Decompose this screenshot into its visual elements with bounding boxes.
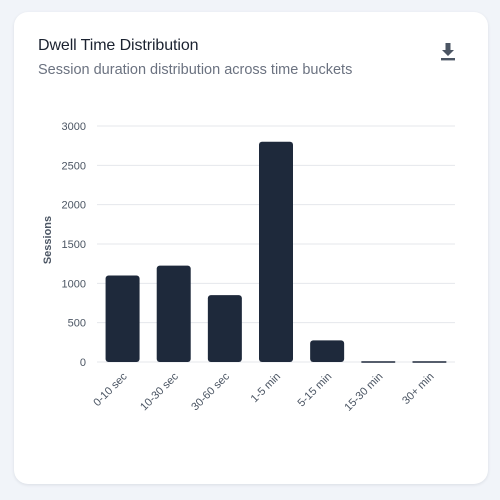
y-axis-title: Sessions — [42, 216, 54, 264]
y-tick-label: 500 — [68, 318, 86, 330]
bar[interactable] — [105, 275, 140, 362]
bar[interactable] — [207, 295, 242, 362]
y-tick-label: 1500 — [62, 239, 86, 251]
y-tick-label: 3000 — [62, 121, 86, 133]
chart-subtitle: Session duration distribution across tim… — [38, 62, 353, 78]
x-tick-label: 30-60 sec — [189, 370, 232, 413]
download-icon — [441, 43, 455, 61]
y-axis-ticks: 0 500 1000 1500 2000 2500 3000 — [62, 121, 86, 369]
x-tick-label: 1-5 min — [249, 371, 283, 405]
bar[interactable] — [310, 340, 345, 362]
bar[interactable] — [361, 361, 396, 363]
x-tick-label: 15-30 min — [342, 371, 385, 414]
bar[interactable] — [259, 141, 293, 362]
bar[interactable] — [412, 361, 447, 363]
x-tick-label: 30+ min — [400, 371, 436, 407]
x-axis-ticks: 0-10 sec 10-30 sec 30-60 sec 1-5 min 5-15 mi… — [91, 370, 436, 413]
x-tick-label: 5-15 min — [296, 371, 335, 410]
chart-card: Dwell Time Distribution Session duration… — [14, 12, 488, 484]
bar[interactable] — [156, 265, 191, 362]
x-tick-label: 0-10 sec — [91, 370, 130, 409]
bars — [105, 141, 447, 363]
y-tick-label: 2500 — [62, 160, 86, 172]
chart-title: Dwell Time Distribution — [38, 37, 199, 54]
download-button[interactable] — [436, 40, 460, 64]
y-tick-label: 2000 — [62, 200, 86, 212]
y-tick-label: 1000 — [62, 278, 86, 290]
x-tick-label: 10-30 sec — [138, 370, 181, 413]
y-tick-label: 0 — [80, 357, 86, 369]
